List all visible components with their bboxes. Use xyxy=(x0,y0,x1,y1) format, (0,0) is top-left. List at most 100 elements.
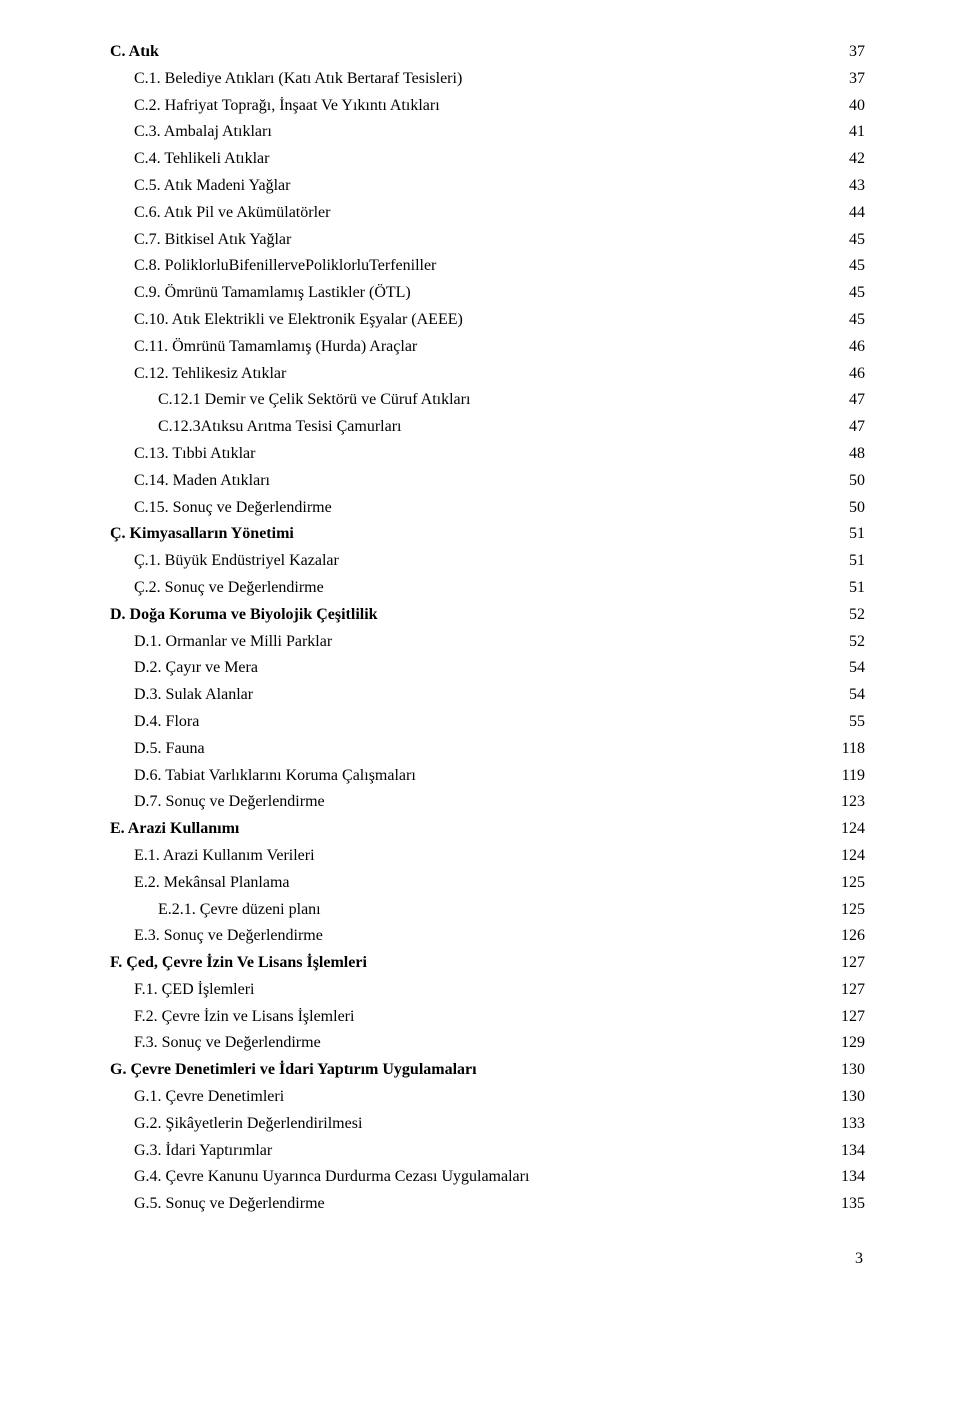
toc-entry: G.2. Şikâyetlerin Değerlendirilmesi133 xyxy=(110,1112,865,1137)
toc-page-number: 46 xyxy=(825,362,865,387)
toc-label: C.13. Tıbbi Atıklar xyxy=(110,442,825,467)
toc-entry: F.1. ÇED İşlemleri127 xyxy=(110,978,865,1003)
toc-page-number: 123 xyxy=(825,790,865,815)
toc-entry: F. Çed, Çevre İzin Ve Lisans İşlemleri12… xyxy=(110,951,865,976)
toc-entry: C.12.3Atıksu Arıtma Tesisi Çamurları47 xyxy=(110,415,865,440)
toc-page-number: 133 xyxy=(825,1112,865,1137)
toc-page-number: 51 xyxy=(825,522,865,547)
toc-page-number: 125 xyxy=(825,898,865,923)
toc-page-number: 48 xyxy=(825,442,865,467)
toc-page-number: 52 xyxy=(825,630,865,655)
toc-label: D.7. Sonuç ve Değerlendirme xyxy=(110,790,825,815)
toc-page-number: 130 xyxy=(825,1085,865,1110)
toc-entry: C.3. Ambalaj Atıkları41 xyxy=(110,120,865,145)
toc-label: Ç.1. Büyük Endüstriyel Kazalar xyxy=(110,549,825,574)
toc-page-number: 134 xyxy=(825,1139,865,1164)
toc-label: G.3. İdari Yaptırımlar xyxy=(110,1139,825,1164)
toc-label: C.4. Tehlikeli Atıklar xyxy=(110,147,825,172)
toc-label: D.2. Çayır ve Mera xyxy=(110,656,825,681)
toc-page-number: 37 xyxy=(825,67,865,92)
toc-page-number: 41 xyxy=(825,120,865,145)
toc-page-number: 134 xyxy=(825,1165,865,1190)
toc-page-number: 130 xyxy=(825,1058,865,1083)
toc-entry: C.10. Atık Elektrikli ve Elektronik Eşya… xyxy=(110,308,865,333)
toc-page-number: 124 xyxy=(825,844,865,869)
toc-label: F.2. Çevre İzin ve Lisans İşlemleri xyxy=(110,1005,825,1030)
toc-container: C. Atık37C.1. Belediye Atıkları (Katı At… xyxy=(110,40,865,1217)
toc-label: Ç.2. Sonuç ve Değerlendirme xyxy=(110,576,825,601)
toc-page-number: 43 xyxy=(825,174,865,199)
page-number: 3 xyxy=(110,1247,865,1272)
toc-entry: C.6. Atık Pil ve Akümülatörler44 xyxy=(110,201,865,226)
toc-page-number: 119 xyxy=(825,764,865,789)
toc-entry: D.2. Çayır ve Mera54 xyxy=(110,656,865,681)
toc-page-number: 52 xyxy=(825,603,865,628)
toc-page-number: 50 xyxy=(825,496,865,521)
toc-entry: D.7. Sonuç ve Değerlendirme123 xyxy=(110,790,865,815)
toc-page-number: 45 xyxy=(825,228,865,253)
toc-entry: C.8. PoliklorluBifenillervePoliklorluTer… xyxy=(110,254,865,279)
toc-entry: E. Arazi Kullanımı124 xyxy=(110,817,865,842)
toc-page-number: 124 xyxy=(825,817,865,842)
toc-entry: D.3. Sulak Alanlar54 xyxy=(110,683,865,708)
toc-page-number: 118 xyxy=(825,737,865,762)
toc-page-number: 45 xyxy=(825,281,865,306)
toc-page-number: 129 xyxy=(825,1031,865,1056)
toc-label: G.2. Şikâyetlerin Değerlendirilmesi xyxy=(110,1112,825,1137)
toc-label: C.10. Atık Elektrikli ve Elektronik Eşya… xyxy=(110,308,825,333)
toc-entry: Ç. Kimyasalların Yönetimi51 xyxy=(110,522,865,547)
toc-entry: G.5. Sonuç ve Değerlendirme135 xyxy=(110,1192,865,1217)
toc-entry: C.15. Sonuç ve Değerlendirme50 xyxy=(110,496,865,521)
toc-label: D.3. Sulak Alanlar xyxy=(110,683,825,708)
toc-label: D.4. Flora xyxy=(110,710,825,735)
toc-label: E.3. Sonuç ve Değerlendirme xyxy=(110,924,825,949)
toc-label: C.15. Sonuç ve Değerlendirme xyxy=(110,496,825,521)
toc-label: C.9. Ömrünü Tamamlamış Lastikler (ÖTL) xyxy=(110,281,825,306)
toc-entry: C.7. Bitkisel Atık Yağlar45 xyxy=(110,228,865,253)
toc-page-number: 46 xyxy=(825,335,865,360)
toc-page-number: 127 xyxy=(825,951,865,976)
toc-page-number: 40 xyxy=(825,94,865,119)
toc-label: E.2. Mekânsal Planlama xyxy=(110,871,825,896)
toc-page-number: 135 xyxy=(825,1192,865,1217)
toc-page-number: 54 xyxy=(825,656,865,681)
toc-entry: D.5. Fauna118 xyxy=(110,737,865,762)
toc-entry: E.2.1. Çevre düzeni planı125 xyxy=(110,898,865,923)
toc-entry: C.12. Tehlikesiz Atıklar46 xyxy=(110,362,865,387)
toc-label: C. Atık xyxy=(110,40,825,65)
toc-label: E.2.1. Çevre düzeni planı xyxy=(110,898,825,923)
toc-label: C.12.1 Demir ve Çelik Sektörü ve Cüruf A… xyxy=(110,388,825,413)
toc-label: C.6. Atık Pil ve Akümülatörler xyxy=(110,201,825,226)
toc-page-number: 50 xyxy=(825,469,865,494)
toc-page-number: 127 xyxy=(825,978,865,1003)
toc-label: C.12. Tehlikesiz Atıklar xyxy=(110,362,825,387)
toc-label: D.1. Ormanlar ve Milli Parklar xyxy=(110,630,825,655)
toc-entry: F.3. Sonuç ve Değerlendirme129 xyxy=(110,1031,865,1056)
toc-label: C.8. PoliklorluBifenillervePoliklorluTer… xyxy=(110,254,825,279)
toc-entry: F.2. Çevre İzin ve Lisans İşlemleri127 xyxy=(110,1005,865,1030)
toc-entry: D.4. Flora55 xyxy=(110,710,865,735)
toc-label: D.6. Tabiat Varlıklarını Koruma Çalışmal… xyxy=(110,764,825,789)
toc-page-number: 55 xyxy=(825,710,865,735)
toc-entry: D.1. Ormanlar ve Milli Parklar52 xyxy=(110,630,865,655)
toc-page-number: 47 xyxy=(825,388,865,413)
toc-label: G.1. Çevre Denetimleri xyxy=(110,1085,825,1110)
toc-entry: Ç.2. Sonuç ve Değerlendirme51 xyxy=(110,576,865,601)
toc-label: C.3. Ambalaj Atıkları xyxy=(110,120,825,145)
toc-entry: C.9. Ömrünü Tamamlamış Lastikler (ÖTL)45 xyxy=(110,281,865,306)
toc-page-number: 45 xyxy=(825,254,865,279)
toc-entry: C.4. Tehlikeli Atıklar42 xyxy=(110,147,865,172)
toc-label: D.5. Fauna xyxy=(110,737,825,762)
toc-label: F. Çed, Çevre İzin Ve Lisans İşlemleri xyxy=(110,951,825,976)
toc-label: G.5. Sonuç ve Değerlendirme xyxy=(110,1192,825,1217)
toc-page-number: 47 xyxy=(825,415,865,440)
toc-label: C.2. Hafriyat Toprağı, İnşaat Ve Yıkıntı… xyxy=(110,94,825,119)
toc-label: E.1. Arazi Kullanım Verileri xyxy=(110,844,825,869)
toc-entry: C.12.1 Demir ve Çelik Sektörü ve Cüruf A… xyxy=(110,388,865,413)
toc-entry: C.13. Tıbbi Atıklar48 xyxy=(110,442,865,467)
toc-entry: C.2. Hafriyat Toprağı, İnşaat Ve Yıkıntı… xyxy=(110,94,865,119)
toc-entry: G.1. Çevre Denetimleri130 xyxy=(110,1085,865,1110)
toc-page-number: 44 xyxy=(825,201,865,226)
toc-label: F.3. Sonuç ve Değerlendirme xyxy=(110,1031,825,1056)
toc-label: C.12.3Atıksu Arıtma Tesisi Çamurları xyxy=(110,415,825,440)
